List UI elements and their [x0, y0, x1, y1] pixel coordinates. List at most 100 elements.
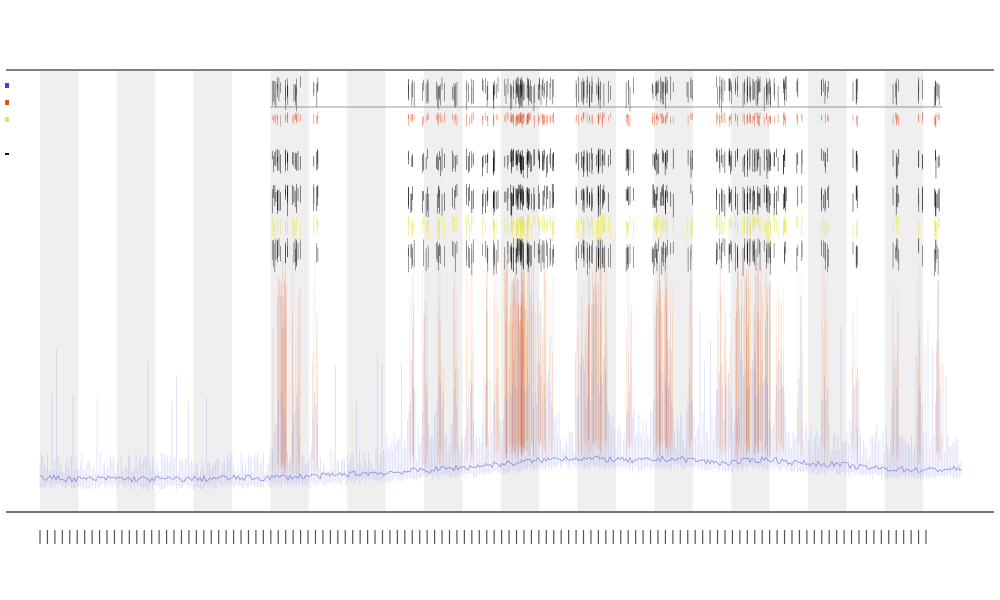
x-tick-label	[836, 530, 838, 544]
x-tick-label	[523, 530, 525, 544]
x-tick-label	[69, 530, 71, 544]
x-tick-label	[597, 530, 600, 544]
shaded-band	[116, 71, 156, 511]
x-tick-label	[136, 530, 138, 544]
x-tick-label	[98, 530, 101, 544]
x-tick-label	[620, 530, 622, 544]
shaded-bands	[40, 71, 924, 511]
x-tick-label	[54, 530, 56, 544]
x-tick-label	[903, 530, 905, 544]
x-tick-label	[769, 530, 771, 544]
shaded-band	[40, 71, 79, 511]
x-tick-label	[173, 530, 175, 544]
x-tick-label	[448, 530, 451, 544]
x-tick-label	[39, 530, 41, 544]
legend-swatch-black	[5, 153, 9, 155]
x-tick-label	[426, 530, 428, 544]
x-tick-label	[76, 530, 78, 544]
x-tick-label	[143, 530, 145, 544]
x-tick-label	[649, 530, 652, 544]
x-tick-label	[158, 530, 160, 544]
x-tick-label	[806, 530, 808, 544]
x-tick-label	[709, 530, 711, 544]
x-tick-label	[396, 530, 398, 544]
x-tick-label	[865, 530, 868, 544]
shaded-band	[808, 71, 847, 511]
x-tick-label	[791, 530, 793, 544]
x-tick-labels	[39, 530, 927, 544]
x-tick-label	[471, 530, 473, 544]
x-tick-label	[456, 530, 458, 544]
x-tick-label	[754, 530, 756, 544]
x-tick-label	[232, 530, 235, 544]
x-tick-label	[218, 530, 220, 544]
x-tick-label	[352, 530, 354, 544]
x-tick-label	[180, 530, 183, 544]
black-event-ticks	[271, 76, 940, 277]
x-tick-label	[337, 530, 339, 544]
shaded-band	[347, 71, 386, 511]
x-tick-label	[262, 530, 264, 544]
x-tick-label	[731, 530, 734, 544]
x-tick-label	[508, 530, 510, 544]
x-tick-label	[121, 530, 123, 544]
x-tick-label	[724, 530, 726, 544]
x-tick-label	[359, 530, 361, 544]
x-tick-label	[106, 530, 108, 544]
x-tick-label	[553, 530, 555, 544]
x-tick-label	[716, 530, 719, 544]
x-tick-label	[128, 530, 130, 544]
x-tick-label	[113, 530, 116, 544]
x-tick-label	[627, 530, 629, 544]
x-tick-label	[486, 530, 488, 544]
x-tick-label	[679, 530, 681, 544]
x-tick-label	[441, 530, 443, 544]
x-tick-label	[411, 530, 413, 544]
x-tick-label	[61, 530, 63, 544]
x-tick-label	[366, 530, 369, 544]
x-tick-label	[322, 530, 324, 544]
x-tick-label	[545, 530, 547, 544]
shaded-band	[193, 71, 232, 511]
x-tick-label	[285, 530, 287, 544]
legend-swatch-yellow	[5, 117, 9, 122]
x-tick-label	[84, 530, 86, 544]
x-tick-label	[530, 530, 532, 544]
x-tick-label	[761, 530, 763, 544]
x-tick-label	[858, 530, 860, 544]
x-tick-label	[739, 530, 741, 544]
x-tick-label	[404, 530, 406, 544]
x-tick-label	[694, 530, 696, 544]
x-tick-label	[381, 530, 384, 544]
x-tick-label	[165, 530, 168, 544]
x-tick-label	[635, 530, 637, 544]
x-tick-label	[344, 530, 346, 544]
blue-trace-lines	[39, 280, 963, 490]
x-tick-label	[828, 530, 830, 544]
x-tick-label	[240, 530, 242, 544]
x-tick-label	[560, 530, 562, 544]
shaded-band	[654, 71, 693, 511]
x-tick-label	[463, 530, 465, 544]
shaded-band	[577, 71, 616, 511]
x-tick-label	[247, 530, 250, 544]
x-tick-label	[568, 530, 570, 544]
x-tick-label	[850, 530, 853, 544]
x-tick-label	[501, 530, 503, 544]
shaded-band	[884, 71, 924, 511]
x-tick-label	[917, 530, 920, 544]
x-tick-label	[91, 530, 93, 544]
x-tick-label	[419, 530, 421, 544]
shaded-band	[500, 71, 540, 511]
x-tick-label	[389, 530, 391, 544]
x-tick-label	[329, 530, 331, 544]
x-tick-label	[515, 530, 518, 544]
x-tick-label	[873, 530, 875, 544]
shaded-band	[731, 71, 770, 511]
x-tick-label	[575, 530, 577, 544]
x-tick-label	[687, 530, 689, 544]
blue-baseline-trace	[39, 455, 963, 483]
x-tick-label	[925, 530, 927, 544]
x-tick-label	[493, 530, 495, 544]
